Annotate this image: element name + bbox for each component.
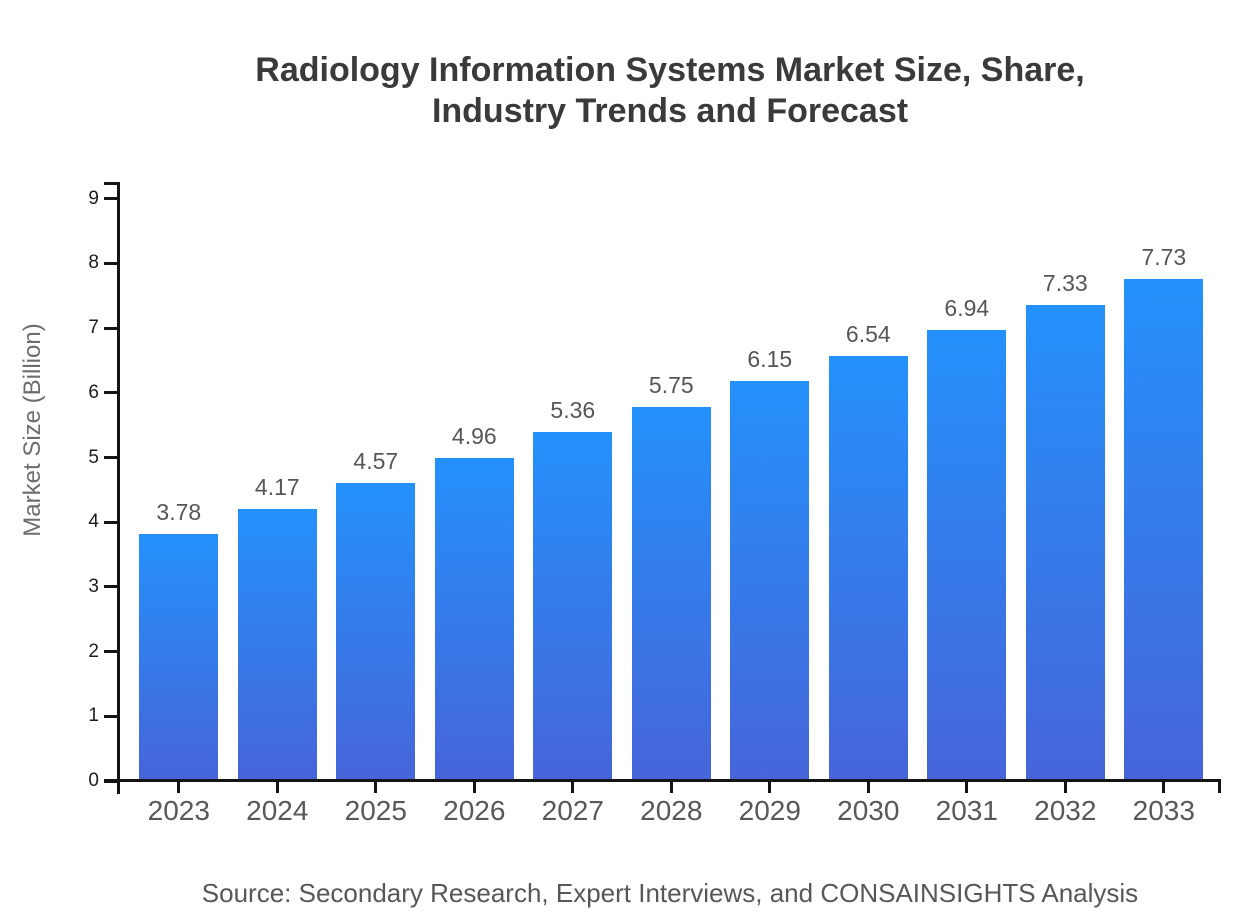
bar-2030: [828, 355, 908, 779]
bar-2024: [237, 509, 317, 779]
bar-2028: [631, 406, 711, 779]
y-tick-label: 3: [88, 575, 99, 597]
x-tick-label: 2027: [541, 795, 604, 826]
x-tick: [472, 782, 476, 793]
y-tick: [104, 456, 117, 459]
bar-value-label: 4.96: [451, 423, 497, 450]
x-tick: [669, 782, 673, 793]
y-tick-label: 2: [88, 640, 99, 662]
bar-value-label: 6.54: [845, 320, 891, 347]
bar-value-label: 6.94: [944, 294, 990, 321]
x-tick: [1063, 782, 1067, 793]
y-tick: [104, 779, 117, 783]
x-tick-label: 2023: [147, 795, 210, 826]
y-tick: [104, 714, 117, 718]
bar-2031: [927, 329, 1007, 779]
y-axis-line: [117, 182, 120, 794]
x-tick: [866, 782, 870, 793]
x-tick-label: 2026: [443, 795, 506, 826]
x-tick: [275, 782, 279, 793]
chart-title: Radiology Information Systems Market Siz…: [80, 50, 1260, 132]
y-tick: [104, 197, 117, 201]
x-tick-label: 2033: [1132, 795, 1195, 826]
y-tick: [104, 261, 117, 265]
y-tick: [104, 520, 117, 524]
y-axis-end-cap: [104, 182, 120, 185]
y-tick: [104, 585, 117, 589]
x-tick: [571, 782, 575, 793]
x-tick-label: 2025: [344, 795, 407, 826]
x-axis-end-cap: [1218, 779, 1221, 793]
bar-value-label: 5.75: [648, 371, 694, 398]
bar-value-label: 5.36: [550, 397, 596, 424]
x-tick: [965, 782, 969, 793]
bar-value-label: 7.33: [1042, 269, 1088, 296]
y-tick-label: 0: [88, 770, 99, 791]
bar-value-label: 7.73: [1141, 243, 1187, 270]
x-axis-line: [104, 779, 1221, 782]
x-tick-label: 2028: [640, 795, 703, 826]
bar-2033: [1124, 278, 1204, 779]
x-tick: [768, 782, 772, 793]
bar-2027: [533, 432, 613, 779]
bar-2025: [336, 483, 416, 779]
x-tick-label: 2030: [837, 795, 900, 826]
y-tick: [104, 326, 117, 330]
x-tick-label: 2032: [1034, 795, 1097, 826]
chart-title-line1: Radiology Information Systems Market Siz…: [255, 51, 1085, 89]
bar-value-label: 4.57: [353, 448, 399, 475]
y-tick-label: 8: [88, 252, 99, 274]
x-tick-label: 2031: [935, 795, 998, 826]
bar-value-label: 3.78: [156, 499, 202, 526]
bar-2032: [1025, 304, 1105, 779]
y-tick: [104, 391, 117, 395]
bar-2026: [434, 458, 514, 779]
source-note: Source: Secondary Research, Expert Inter…: [201, 878, 1139, 908]
x-tick: [374, 782, 378, 793]
x-tick-label: 2024: [246, 795, 309, 826]
bar-value-label: 4.17: [254, 474, 300, 501]
bar-2029: [730, 381, 810, 779]
y-tick-label: 1: [88, 705, 99, 727]
chart-title-line2: Industry Trends and Forecast: [431, 92, 909, 130]
y-tick-label: 7: [88, 317, 99, 339]
bar-value-label: 6.15: [747, 346, 793, 373]
x-tick: [1162, 782, 1166, 793]
x-tick: [177, 782, 181, 793]
y-tick-label: 5: [88, 446, 99, 468]
y-tick-label: 4: [88, 511, 99, 533]
y-tick-label: 9: [88, 187, 99, 209]
y-tick: [104, 650, 117, 654]
x-tick-label: 2029: [738, 795, 801, 826]
y-tick-label: 6: [88, 381, 99, 403]
bar-2023: [139, 534, 219, 779]
